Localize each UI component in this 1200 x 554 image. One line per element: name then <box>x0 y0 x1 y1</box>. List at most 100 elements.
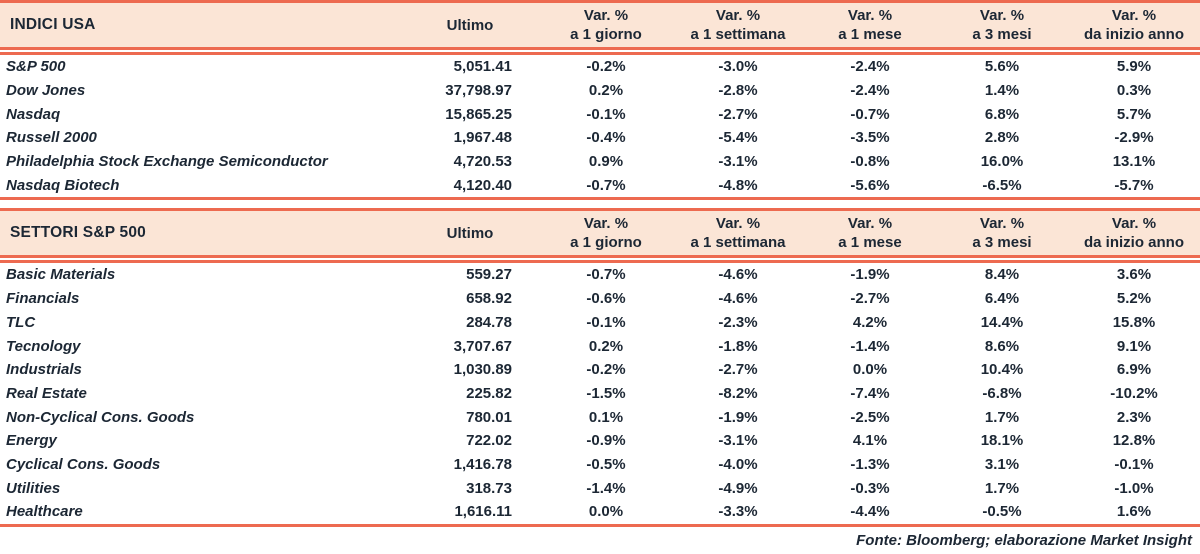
row-name: Financials <box>6 290 80 308</box>
pct-value-4: 5.7% <box>1116 105 1152 123</box>
header-rule-upper <box>0 255 1200 259</box>
table-row: Philadelphia Stock Exchange Semiconducto… <box>0 150 1200 174</box>
ultimo-value: 780.01 <box>466 408 512 426</box>
header-rule-gap <box>0 50 1200 52</box>
pct-value-3: 1.7% <box>984 408 1020 426</box>
pct-value-0: -0.6% <box>586 290 626 308</box>
pct-value-0: 0.2% <box>588 82 624 100</box>
pct-value-4: -10.2% <box>1110 384 1158 402</box>
column-header-4: Var. % da inizio anno <box>1068 3 1200 47</box>
column-header-line2: a 1 settimana <box>690 234 786 252</box>
ultimo-value: 4,720.53 <box>453 153 512 171</box>
ultimo-value: 559.27 <box>466 266 512 284</box>
table-row: S&P 500 5,051.41 -0.2% -3.0% -2.4% 5.6% 5.9% <box>0 55 1200 79</box>
pct-value-2: 0.0% <box>852 361 888 379</box>
pct-value-1: -8.2% <box>718 384 758 402</box>
header-rule-lower <box>0 260 1200 264</box>
column-header-line2: da inizio anno <box>1084 234 1184 252</box>
pct-value-2: -1.4% <box>850 337 890 355</box>
row-name: S&P 500 <box>6 58 66 76</box>
column-header-line2: a 1 settimana <box>690 26 786 43</box>
row-name: Non-Cyclical Cons. Goods <box>6 408 195 426</box>
column-header-line1: Var. % <box>583 7 629 24</box>
table-section-settori-sp500: SETTORI S&P 500 Ultimo Var. % a 1 giorno Var… <box>0 208 1200 527</box>
pct-value-2: -1.3% <box>850 455 890 473</box>
pct-value-3: -0.5% <box>982 503 1022 521</box>
pct-value-3: 1.7% <box>984 479 1020 497</box>
row-name: Basic Materials <box>6 266 116 284</box>
pct-value-4: -1.0% <box>1114 479 1154 497</box>
section-title: INDICI USA <box>10 16 96 33</box>
pct-value-4: -2.9% <box>1114 129 1154 147</box>
header-rule-lower <box>0 52 1200 55</box>
ultimo-value: 1,967.48 <box>453 129 512 147</box>
row-name: Nasdaq Biotech <box>6 176 120 194</box>
pct-value-2: -7.4% <box>850 384 890 402</box>
column-header-line2: da inizio anno <box>1084 26 1184 43</box>
header-rule-upper <box>0 47 1200 50</box>
pct-value-2: -5.6% <box>850 176 890 194</box>
section-top-rule <box>0 208 1200 212</box>
pct-value-4: 13.1% <box>1112 153 1156 171</box>
table-row: Energy 722.02 -0.9% -3.1% 4.1% 18.1% 12.8% <box>0 429 1200 453</box>
table-row: Dow Jones 37,798.97 0.2% -2.8% -2.4% 1.4% 0.3% <box>0 79 1200 103</box>
section-bottom-rule <box>0 523 1200 527</box>
pct-value-1: -2.3% <box>718 313 758 331</box>
pct-value-0: 0.0% <box>588 503 624 521</box>
table-row: Non-Cyclical Cons. Goods 780.01 0.1% -1.9% -… <box>0 405 1200 429</box>
pct-value-4: 3.6% <box>1116 266 1152 284</box>
column-header-ultimo: Ultimo <box>446 16 494 34</box>
pct-value-4: 0.3% <box>1116 82 1152 100</box>
table-body-settori-sp500: Basic Materials 559.27 -0.7% -4.6% -1.9% 8.4%… <box>0 263 1200 524</box>
ultimo-value: 225.82 <box>466 384 512 402</box>
column-header-line2: a 3 mesi <box>972 234 1032 252</box>
table-header-settori-sp500: SETTORI S&P 500 Ultimo Var. % a 1 giorno Var… <box>0 211 1200 256</box>
column-header-line2: a 1 mese <box>838 26 902 43</box>
pct-value-4: 12.8% <box>1112 432 1156 450</box>
ultimo-value: 658.92 <box>466 290 512 308</box>
pct-value-3: 10.4% <box>980 361 1024 379</box>
pct-value-0: -0.9% <box>586 432 626 450</box>
column-header-line2: a 1 mese <box>838 234 902 252</box>
table-row: TLC 284.78 -0.1% -2.3% 4.2% 14.4% 15.8% <box>0 311 1200 335</box>
pct-value-3: 6.4% <box>984 290 1020 308</box>
table-row: Healthcare 1,616.11 0.0% -3.3% -4.4% -0.5% 1.6… <box>0 500 1200 524</box>
section-divider-gap <box>0 200 1200 209</box>
column-header-line1: Var. % <box>715 7 761 24</box>
column-header-line1: Var. % <box>847 7 893 24</box>
pct-value-0: -0.5% <box>586 455 626 473</box>
pct-value-3: -6.5% <box>982 176 1022 194</box>
column-header-0: Var. % a 1 giorno <box>540 3 672 47</box>
pct-value-3: 16.0% <box>980 153 1024 171</box>
report-tables: INDICI USA Ultimo Var. % a 1 giorno Var. % a … <box>0 0 1200 527</box>
row-name: Energy <box>6 432 57 450</box>
column-header-line1: Var. % <box>715 215 761 233</box>
pct-value-4: 9.1% <box>1116 337 1152 355</box>
pct-value-1: -2.7% <box>718 105 758 123</box>
pct-value-2: -3.5% <box>850 129 890 147</box>
pct-value-2: -4.4% <box>850 503 890 521</box>
pct-value-0: -0.4% <box>586 129 626 147</box>
pct-value-2: 4.2% <box>852 313 888 331</box>
ultimo-value: 318.73 <box>466 479 512 497</box>
ultimo-value: 284.78 <box>466 313 512 331</box>
pct-value-4: 1.6% <box>1116 503 1152 521</box>
column-header-ultimo: Ultimo <box>446 224 494 242</box>
pct-value-4: -5.7% <box>1114 176 1154 194</box>
ultimo-value: 1,030.89 <box>453 361 512 379</box>
column-header-line2: a 1 giorno <box>570 26 642 43</box>
column-header-line1: Var. % <box>1111 7 1157 24</box>
pct-value-3: 5.6% <box>984 58 1020 76</box>
pct-value-3: 2.8% <box>984 129 1020 147</box>
pct-value-1: -3.3% <box>718 503 758 521</box>
pct-value-2: -2.4% <box>850 58 890 76</box>
pct-value-3: 18.1% <box>980 432 1024 450</box>
pct-value-3: 3.1% <box>984 455 1020 473</box>
row-name: Dow Jones <box>6 82 86 100</box>
column-header-4: Var. % da inizio anno <box>1068 211 1200 255</box>
pct-value-1: -2.7% <box>718 361 758 379</box>
column-header-0: Var. % a 1 giorno <box>540 211 672 255</box>
table-section-indici-usa: INDICI USA Ultimo Var. % a 1 giorno Var. % a … <box>0 0 1200 201</box>
pct-value-1: -1.8% <box>718 337 758 355</box>
pct-value-2: -2.4% <box>850 82 890 100</box>
